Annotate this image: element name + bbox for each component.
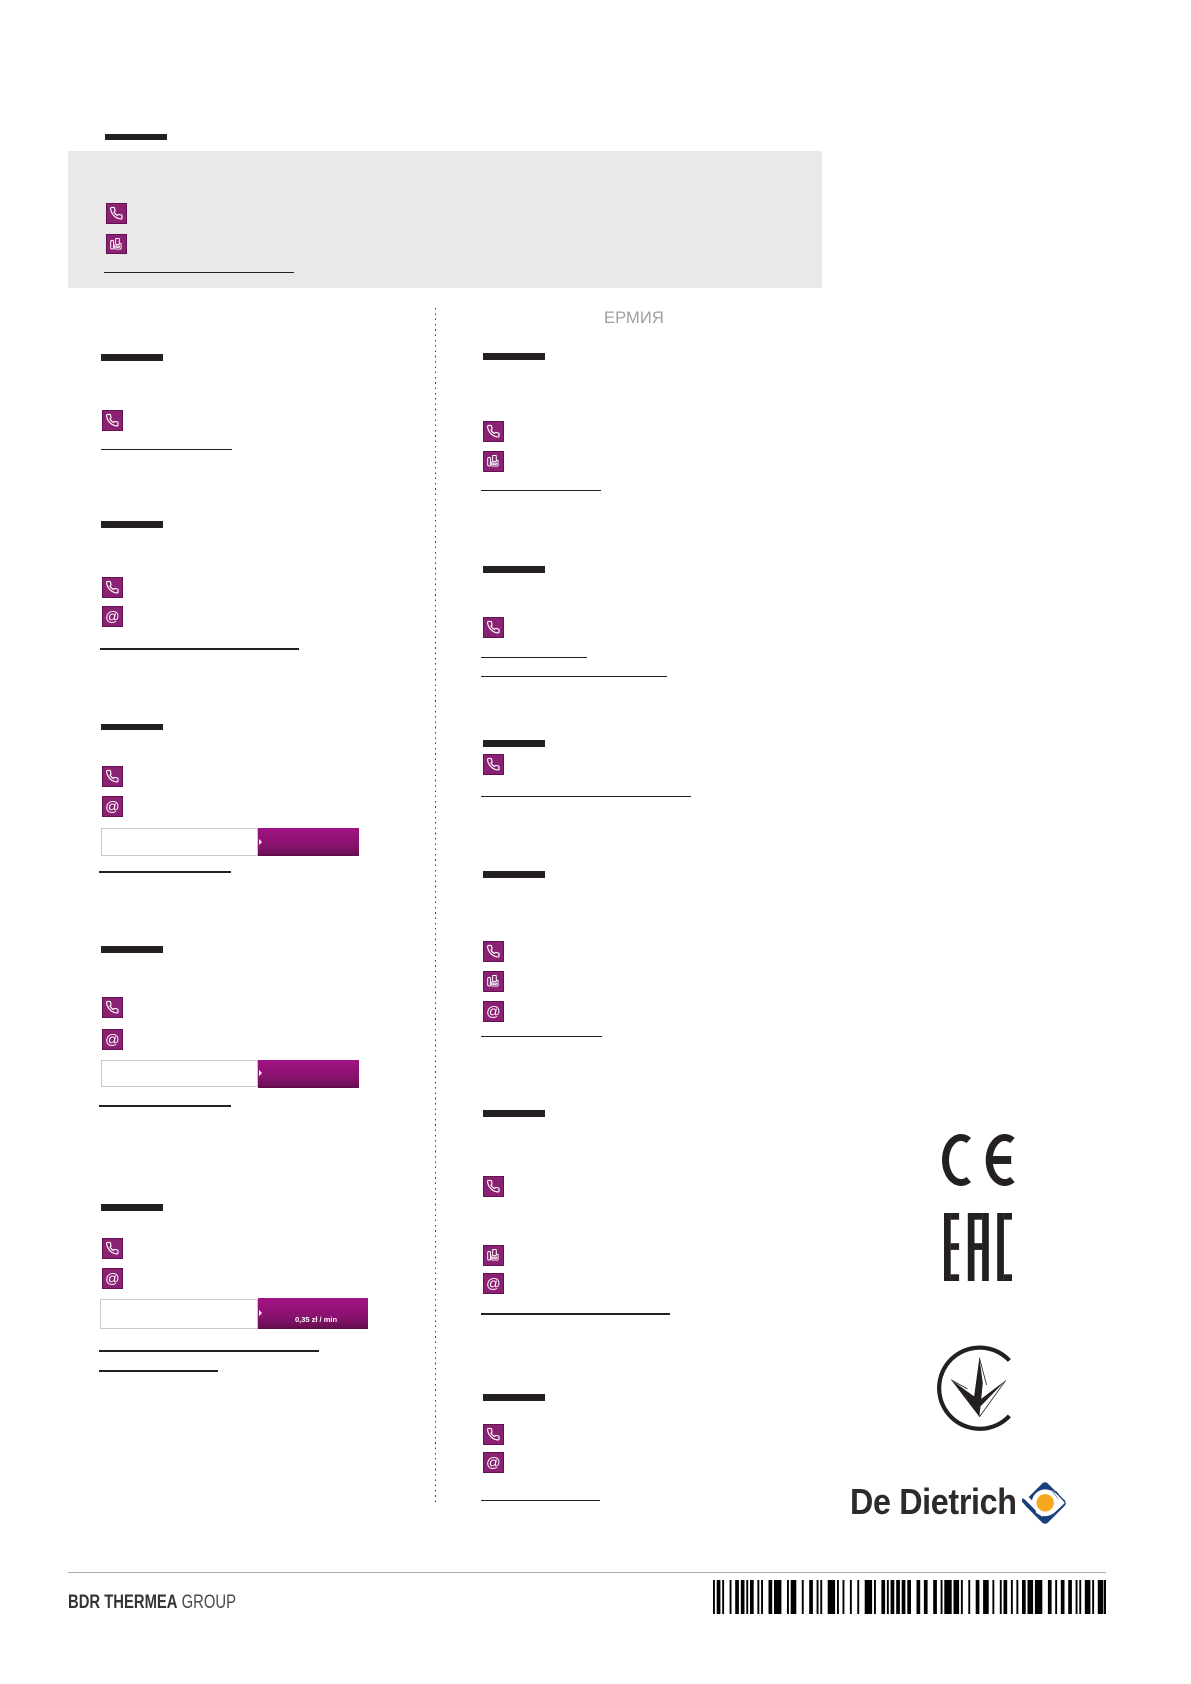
svg-text:@: @	[486, 1004, 500, 1020]
svg-text:@: @	[105, 799, 119, 815]
svg-text:@: @	[486, 1276, 500, 1292]
svg-text:@: @	[486, 1455, 500, 1471]
svg-text:@: @	[105, 1271, 119, 1287]
svg-text:@: @	[105, 1032, 119, 1048]
svg-text:@: @	[105, 609, 119, 625]
